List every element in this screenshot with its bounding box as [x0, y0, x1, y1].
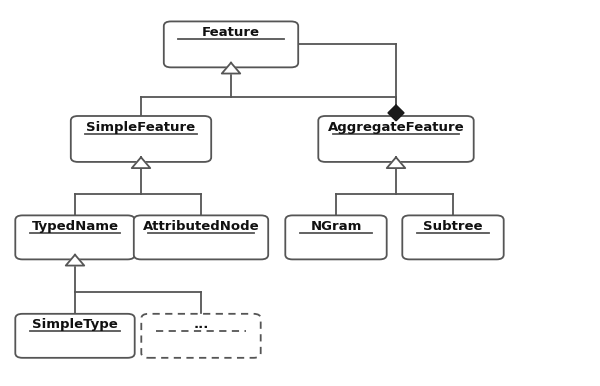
Polygon shape — [66, 255, 84, 266]
Text: Subtree: Subtree — [423, 220, 483, 233]
FancyBboxPatch shape — [71, 116, 211, 162]
Text: NGram: NGram — [310, 220, 362, 233]
Text: SimpleFeature: SimpleFeature — [86, 121, 196, 134]
FancyBboxPatch shape — [403, 215, 503, 259]
FancyBboxPatch shape — [164, 21, 298, 67]
Text: Feature: Feature — [202, 26, 260, 39]
FancyBboxPatch shape — [318, 116, 474, 162]
FancyBboxPatch shape — [16, 314, 134, 358]
Text: AggregateFeature: AggregateFeature — [328, 121, 464, 134]
Polygon shape — [388, 105, 404, 120]
FancyBboxPatch shape — [16, 215, 134, 259]
Polygon shape — [222, 63, 240, 73]
Text: TypedName: TypedName — [32, 220, 119, 233]
Text: AttributedNode: AttributedNode — [143, 220, 259, 233]
Text: ...: ... — [193, 318, 209, 331]
Polygon shape — [387, 157, 405, 168]
FancyBboxPatch shape — [142, 314, 260, 358]
FancyBboxPatch shape — [286, 215, 387, 259]
Polygon shape — [132, 157, 150, 168]
Text: SimpleType: SimpleType — [32, 318, 118, 331]
FancyBboxPatch shape — [134, 215, 268, 259]
